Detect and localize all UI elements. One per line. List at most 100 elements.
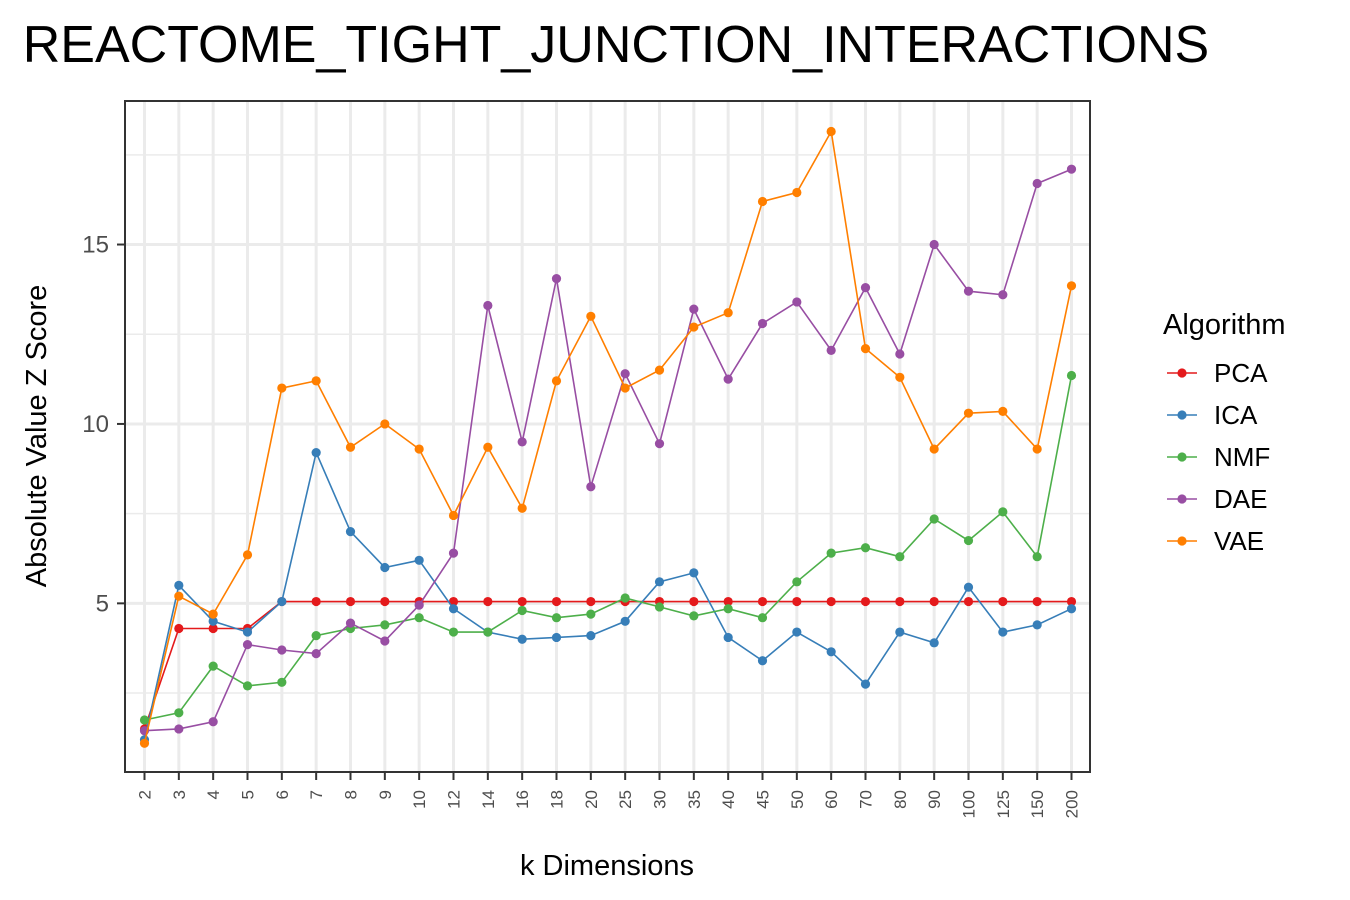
data-point-ica bbox=[1032, 620, 1042, 630]
data-point-nmf bbox=[654, 602, 665, 612]
x-tick-label: 14 bbox=[479, 790, 498, 809]
data-point-ica bbox=[414, 555, 424, 565]
data-point-vae bbox=[620, 383, 630, 393]
data-point-vae bbox=[689, 322, 699, 332]
data-point-nmf bbox=[689, 611, 699, 621]
data-point-vae bbox=[174, 591, 184, 601]
data-point-nmf bbox=[963, 535, 974, 546]
data-point-dae bbox=[620, 369, 630, 379]
data-point-ica bbox=[723, 632, 733, 643]
data-point-pca bbox=[551, 596, 562, 607]
data-point-ica bbox=[380, 562, 390, 573]
series-nmf bbox=[139, 370, 1077, 725]
y-axis: 5 10 15 bbox=[82, 232, 125, 617]
gridlines bbox=[125, 101, 1090, 772]
data-point-ica bbox=[174, 580, 184, 591]
x-tick-label: 70 bbox=[857, 790, 876, 809]
x-tick-label: 35 bbox=[685, 790, 704, 809]
data-point-pca bbox=[1066, 596, 1077, 607]
data-point-dae bbox=[345, 618, 356, 628]
data-point-ica bbox=[757, 656, 768, 666]
x-tick-label: 40 bbox=[719, 790, 738, 809]
x-tick-label: 25 bbox=[616, 790, 635, 809]
data-point-dae bbox=[414, 600, 424, 610]
data-point-ica bbox=[860, 679, 871, 689]
data-point-pca bbox=[208, 623, 218, 634]
data-point-dae bbox=[998, 290, 1008, 300]
data-point-dae bbox=[723, 374, 733, 384]
data-point-vae bbox=[414, 444, 424, 454]
y-tick-label: 15 bbox=[82, 232, 109, 259]
data-point-dae bbox=[277, 645, 287, 655]
x-tick-label: 80 bbox=[891, 790, 910, 809]
chart-title: REACTOME_TIGHT_JUNCTION_INTERACTIONS bbox=[23, 16, 1209, 74]
data-point-dae bbox=[586, 482, 596, 492]
series-line-ica bbox=[143, 450, 1072, 740]
data-point-vae bbox=[826, 126, 836, 137]
data-point-ica bbox=[654, 577, 665, 587]
data-point-ica bbox=[345, 526, 356, 537]
data-point-ica bbox=[826, 647, 836, 657]
data-point-vae bbox=[551, 376, 562, 386]
x-axis-title: k Dimensions bbox=[520, 850, 694, 882]
data-point-nmf bbox=[414, 613, 424, 623]
data-point-vae bbox=[757, 196, 768, 207]
data-point-vae bbox=[1032, 444, 1042, 454]
data-point-pca bbox=[448, 596, 459, 607]
data-point-nmf bbox=[517, 605, 527, 616]
x-tick-label: 200 bbox=[1063, 790, 1082, 818]
data-point-dae bbox=[208, 717, 218, 727]
data-point-vae bbox=[1066, 281, 1077, 291]
data-point-ica bbox=[311, 448, 321, 458]
data-point-nmf bbox=[380, 620, 390, 630]
x-tick-label: 90 bbox=[925, 790, 944, 809]
data-point-dae bbox=[963, 286, 974, 296]
x-tick-label: 125 bbox=[994, 790, 1013, 818]
legend-key-ica bbox=[1167, 410, 1197, 420]
data-point-pca bbox=[586, 596, 596, 607]
legend-label-dae: DAE bbox=[1214, 484, 1267, 514]
data-point-vae bbox=[277, 383, 287, 393]
data-point-nmf bbox=[277, 677, 287, 687]
data-point-vae bbox=[517, 503, 527, 513]
data-point-ica bbox=[620, 616, 630, 626]
x-tick-label: 12 bbox=[445, 790, 464, 809]
data-point-pca bbox=[895, 596, 905, 607]
data-point-nmf bbox=[792, 577, 802, 587]
x-tick-label: 2 bbox=[136, 790, 155, 799]
legend-key-point bbox=[1177, 494, 1187, 504]
data-point-pca bbox=[998, 596, 1008, 607]
data-point-dae bbox=[311, 648, 321, 659]
data-point-pca bbox=[757, 596, 768, 607]
data-point-vae bbox=[139, 738, 150, 748]
data-point-nmf bbox=[1032, 552, 1042, 562]
data-point-pca bbox=[174, 623, 184, 634]
data-point-vae bbox=[448, 510, 459, 521]
legend-key-dae bbox=[1167, 494, 1197, 504]
x-tick-label: 30 bbox=[651, 790, 670, 809]
legend-key-point bbox=[1177, 368, 1187, 378]
data-point-pca bbox=[792, 596, 802, 607]
x-tick-label: 16 bbox=[513, 790, 532, 809]
data-point-pca bbox=[689, 596, 699, 607]
data-point-vae bbox=[895, 372, 905, 382]
data-point-ica bbox=[1066, 604, 1077, 614]
x-tick-label: 18 bbox=[548, 790, 567, 809]
data-point-ica bbox=[448, 604, 459, 614]
data-point-pca bbox=[483, 596, 493, 607]
data-point-ica bbox=[586, 631, 596, 641]
data-point-vae bbox=[380, 419, 390, 429]
data-point-vae bbox=[860, 343, 871, 354]
data-point-nmf bbox=[998, 507, 1008, 517]
data-point-vae bbox=[483, 442, 493, 452]
data-point-vae bbox=[311, 376, 321, 386]
legend-title: Algorithm bbox=[1163, 309, 1286, 341]
data-point-dae bbox=[174, 724, 184, 734]
data-point-dae bbox=[380, 636, 390, 646]
legend-label-nmf: NMF bbox=[1214, 442, 1270, 472]
plot-panel-border bbox=[124, 100, 1091, 773]
data-point-nmf bbox=[1066, 370, 1077, 381]
x-tick-label: 45 bbox=[754, 790, 773, 809]
data-point-vae bbox=[242, 550, 253, 560]
x-tick-label: 8 bbox=[342, 790, 361, 799]
